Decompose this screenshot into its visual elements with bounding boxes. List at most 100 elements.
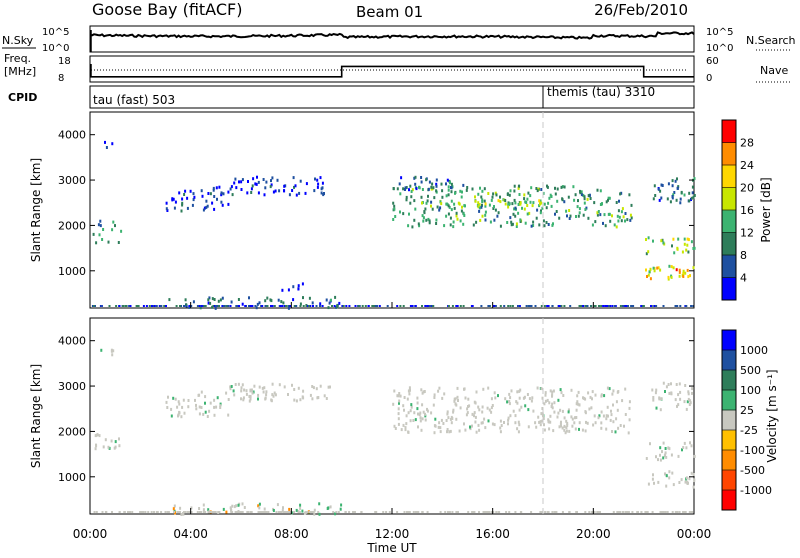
data-cell [435,189,438,193]
ground-cell [376,305,379,307]
data-cell [546,184,548,188]
data-cell [118,437,120,441]
data-cell [168,298,171,302]
data-cell [309,393,312,397]
data-cell [606,386,609,390]
data-cell [225,391,228,395]
data-cell [453,399,456,403]
ground-cell [179,305,181,307]
data-cell [441,195,444,199]
data-cell [427,217,430,221]
data-cell [222,507,225,511]
data-cell [414,182,417,186]
data-cell [628,406,631,410]
data-cell [517,420,520,424]
data-cell [514,206,517,210]
data-cell [660,397,663,401]
data-cell [547,201,550,205]
data-cell [679,197,682,201]
data-cell [229,387,232,391]
data-cell [302,296,304,300]
cpid-label: CPID [8,91,37,104]
data-cell [565,209,568,213]
ground-cell [645,511,648,513]
data-cell [462,222,465,226]
data-cell [668,447,671,451]
data-cell [173,206,176,210]
data-cell [422,219,425,223]
ground-cell [371,305,374,307]
ground-cell [664,511,667,513]
data-cell [647,482,650,486]
ground-cell [131,511,134,513]
ground-cell [129,305,132,307]
ground-cell [494,305,497,307]
data-cell [394,427,397,430]
colorbar-segment [722,450,736,471]
data-cell [227,398,230,401]
ground-cell [118,511,121,513]
colorbar-tick-label: -1000 [740,484,772,497]
data-cell [281,509,284,513]
data-cell [193,195,196,199]
data-cell [433,424,436,428]
data-cell [409,201,412,205]
data-cell [687,397,690,401]
data-cell [184,298,187,302]
ground-cell [414,305,417,307]
data-cell [682,269,685,273]
data-cell [647,273,650,277]
data-cell [579,191,582,195]
freq-line [90,65,694,78]
data-cell [180,513,183,516]
data-cell [187,405,190,409]
data-cell [556,187,559,191]
data-cell [608,212,611,216]
ground-cell [263,511,266,513]
colorbar-segment [722,330,736,351]
data-cell [690,240,693,244]
ground-cell [561,511,564,513]
data-cell [662,456,665,460]
colorbar-segment [722,120,736,143]
data-cell [524,404,527,408]
data-cell [653,184,656,188]
data-cell [693,454,696,458]
ground-cell [230,511,233,513]
data-cell [491,404,494,407]
data-cell [410,405,413,409]
ground-cell [212,305,215,307]
data-cell [678,274,681,278]
data-cell [177,400,180,404]
data-cell [564,431,567,435]
data-cell [209,401,212,405]
data-cell [692,247,695,250]
ground-cell [142,511,145,513]
data-cell [623,424,625,428]
ground-cell [348,305,351,307]
data-cell [447,185,450,189]
data-cell [490,410,493,414]
ground-cell [590,511,593,513]
data-cell [301,509,304,513]
data-cell [558,425,561,429]
data-cell [269,298,272,302]
data-cell [437,389,440,393]
data-cell [165,207,168,211]
data-cell [249,388,252,392]
data-cell [427,194,429,198]
data-cell [561,426,564,430]
data-cell [327,306,330,310]
data-cell [538,420,541,424]
data-cell [649,277,652,281]
data-cell [558,216,561,220]
data-cell [392,402,395,406]
velocity-panel-frame [89,317,695,515]
data-cell [574,427,577,431]
ground-cell [396,511,399,513]
data-cell [477,205,480,209]
data-cell [417,412,419,416]
data-cell [435,184,438,188]
ground-cell [344,511,347,513]
